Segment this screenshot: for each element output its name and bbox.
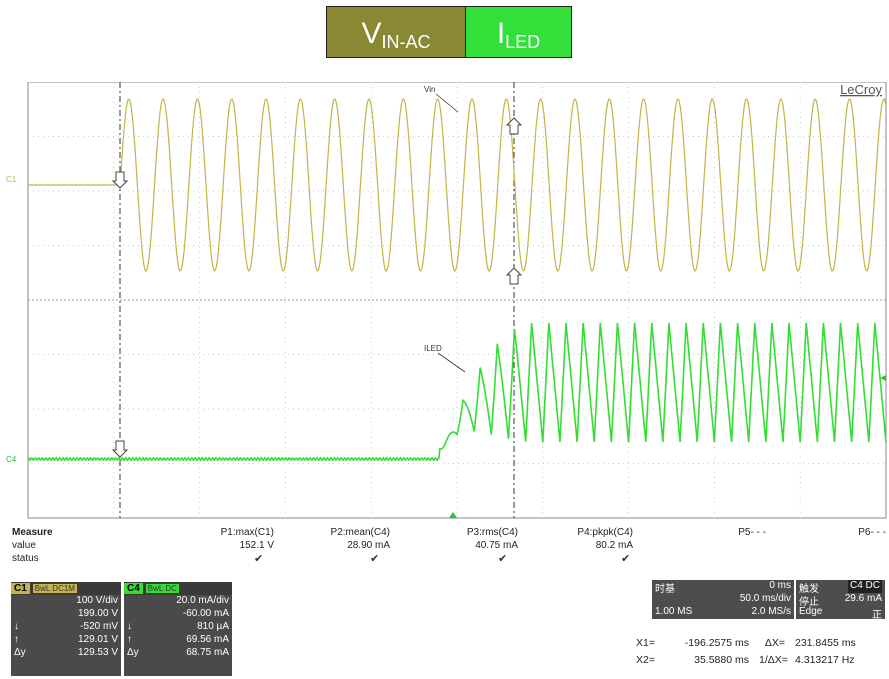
- c4-cursor1-key: ↓: [127, 621, 132, 632]
- timebase-panel[interactable]: 时基 0 ms 50.0 ms/div 1.00 MS 2.0 MS/s: [652, 580, 794, 619]
- measure-p6-name[interactable]: P6- - -: [858, 527, 886, 538]
- trigger-position-marker: [449, 512, 457, 518]
- measure-p3-name[interactable]: P3:rms(C4): [466, 527, 518, 538]
- brand-logo: LeCroy: [840, 82, 882, 97]
- c1-offset: 199.00 V: [77, 608, 118, 619]
- c1-cursor1-key: ↓: [14, 621, 19, 632]
- measure-p5-name[interactable]: P5- - -: [738, 527, 766, 538]
- scope-screen: LeCroy C1 C4 Vin ILED: [6, 82, 887, 519]
- timebase-rate: 2.0 MS/s: [751, 606, 791, 617]
- measure-title: Measure: [12, 527, 53, 538]
- timebase-div: 50.0 ms/div: [739, 593, 791, 604]
- c4-waveform: [27, 322, 887, 462]
- c4-delta-value: 68.75 mA: [186, 647, 229, 658]
- c1-delta-key: Δy: [14, 647, 26, 658]
- timebase-mem: 1.00 MS: [655, 606, 693, 617]
- c4-offset: -60.00 mA: [182, 608, 229, 619]
- cursor-x1-label: X1=: [636, 637, 655, 649]
- legend-vin: V IN-AC: [327, 7, 466, 57]
- timebase-offset: 0 ms: [769, 580, 791, 591]
- legend-iled-main: I: [496, 17, 506, 50]
- measure-p4-value: 80.2 mA: [595, 540, 633, 551]
- cursor-x2-label: X2=: [636, 654, 655, 666]
- c1-cursor1-value: -520 mV: [80, 621, 118, 632]
- timebase-label: 时基: [655, 584, 675, 595]
- cursor-x1-value: -196.2575 ms: [684, 637, 749, 649]
- measure-p1-value: 152.1 V: [239, 540, 274, 551]
- c1-cursor2-key: ↑: [14, 634, 19, 645]
- c4-descriptor[interactable]: C4 BwL DC 20.0 mA/div -60.00 mA ↓ 810 µA …: [124, 582, 232, 676]
- measure-status-row-label: status: [12, 553, 39, 564]
- trigger-type: Edge: [799, 606, 823, 617]
- legend-iled-sub: LED: [505, 32, 541, 52]
- measure-p1-name[interactable]: P1:max(C1): [220, 527, 274, 538]
- trigger-slope: 正: [872, 610, 882, 621]
- c1-coupling: BwL DC1M: [32, 584, 77, 593]
- trigger-level: 29.6 mA: [844, 593, 882, 604]
- cursor-dx-label: ΔX=: [764, 637, 785, 649]
- trigger-source: C4 DC: [847, 580, 882, 593]
- c1-vdiv: 100 V/div: [76, 595, 118, 606]
- cursor-readout: X1= -196.2575 ms ΔX= 231.8455 ms X2= 35.…: [636, 637, 856, 671]
- c1-descriptor[interactable]: C1 BwL DC1M 100 V/div 199.00 V ↓ -520 mV …: [11, 582, 121, 676]
- legend-vin-sub: IN-AC: [381, 32, 431, 52]
- measure-p3-value: 40.75 mA: [475, 540, 518, 551]
- graticule-grid: [28, 82, 886, 518]
- measure-p4-name[interactable]: P4:pkpk(C4): [577, 527, 633, 538]
- cursor-freq-label: 1/ΔX=: [758, 654, 788, 666]
- legend: V IN-AC I LED: [326, 6, 572, 58]
- c4-tag: C4: [124, 583, 143, 594]
- legend-vin-main: V: [361, 17, 382, 50]
- measure-value-row-label: value: [12, 540, 36, 551]
- c4-coupling: BwL DC: [145, 584, 179, 593]
- c4-cursor2-key: ↑: [127, 634, 132, 645]
- cursor-freq-value: 4.313217 Hz: [794, 654, 855, 666]
- c4-trigger-level-marker: [880, 375, 886, 381]
- measure-p4-status: ✔: [621, 553, 631, 565]
- measure-p3-status: ✔: [498, 553, 508, 565]
- iled-label-leader: [437, 352, 466, 373]
- vin-label-leader: [435, 93, 459, 113]
- c4-vdiv: 20.0 mA/div: [176, 595, 229, 606]
- trigger-mode: 停止: [799, 597, 819, 608]
- c1-cursor2-value: 129.01 V: [77, 634, 118, 645]
- iled-trace-label: ILED: [424, 344, 442, 353]
- measure-p2-name[interactable]: P2:mean(C4): [330, 527, 390, 538]
- measure-p2-value: 28.90 mA: [347, 540, 390, 551]
- cursor-arrow-icon: [111, 117, 523, 458]
- c1-tag: C1: [11, 583, 30, 594]
- trigger-panel[interactable]: 触发 C4 DC 停止 29.6 mA Edge 正: [796, 580, 885, 621]
- measure-p2-status: ✔: [370, 553, 380, 565]
- legend-iled: I LED: [466, 7, 571, 57]
- c4-ground-marker: C4: [6, 455, 17, 464]
- c4-cursor1-value: 810 µA: [197, 621, 229, 632]
- c4-cursor2-value: 69.56 mA: [186, 634, 229, 645]
- cursor-dx-value: 231.8455 ms: [794, 637, 856, 649]
- cursor-x2-value: 35.5880 ms: [694, 654, 749, 666]
- c1-delta-value: 129.53 V: [77, 647, 118, 658]
- c4-delta-key: Δy: [127, 647, 139, 658]
- c1-ground-marker: C1: [6, 175, 17, 184]
- vin-trace-label: Vin: [424, 85, 435, 94]
- trigger-label: 触发: [799, 584, 819, 595]
- measure-p1-status: ✔: [254, 553, 264, 565]
- c1-waveform: [28, 98, 887, 272]
